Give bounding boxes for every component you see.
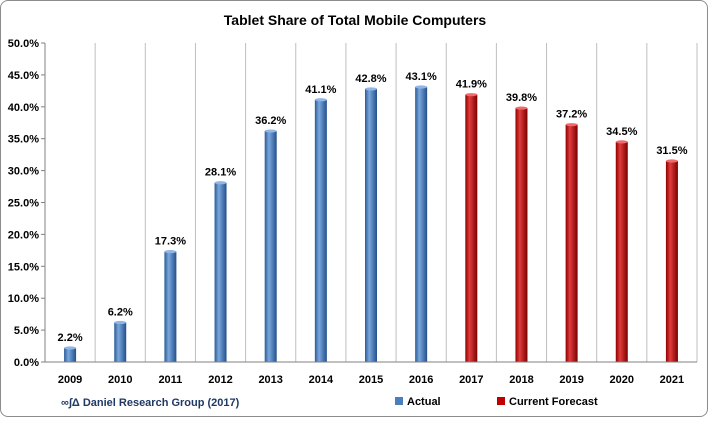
bar bbox=[214, 182, 227, 362]
source-credit: ∞∫Δ Daniel Research Group (2017) bbox=[61, 397, 240, 409]
data-label: 28.1% bbox=[205, 167, 236, 179]
y-tick-label: 10.0% bbox=[8, 293, 39, 305]
data-label: 34.5% bbox=[606, 126, 637, 138]
x-tick-label: 2019 bbox=[559, 374, 583, 386]
y-tick-label: 35.0% bbox=[8, 134, 39, 146]
x-tick-label: 2011 bbox=[158, 374, 182, 386]
y-tick-label: 25.0% bbox=[8, 198, 39, 210]
legend-label-actual: Actual bbox=[407, 396, 441, 408]
bar bbox=[465, 94, 478, 362]
axes bbox=[44, 43, 697, 363]
y-tick-label: 40.0% bbox=[8, 102, 39, 114]
bar bbox=[515, 108, 528, 363]
x-tick-label: 2016 bbox=[409, 374, 433, 386]
y-axis-ticks: 0.0% 5.0% 10.0% 15.0% 20.0% 25.0% 30.0% 35.0% 40… bbox=[8, 38, 45, 369]
bars bbox=[64, 85, 678, 363]
x-tick-label: 2017 bbox=[459, 374, 483, 386]
bar-top bbox=[64, 346, 77, 350]
data-label: 41.1% bbox=[305, 84, 336, 96]
data-label: 42.8% bbox=[355, 73, 386, 85]
bar bbox=[314, 99, 327, 363]
bar bbox=[615, 141, 628, 362]
data-label: 43.1% bbox=[406, 71, 437, 83]
bar-top bbox=[415, 85, 428, 89]
y-tick-label: 30.0% bbox=[8, 166, 39, 178]
data-label: 37.2% bbox=[556, 109, 587, 121]
bar-top bbox=[365, 87, 377, 91]
data-label: 39.8% bbox=[506, 92, 537, 104]
bar-top bbox=[515, 106, 528, 110]
bar bbox=[264, 131, 277, 362]
data-label: 17.3% bbox=[155, 236, 186, 248]
x-tick-label: 2020 bbox=[610, 374, 634, 386]
x-axis-ticks: 2009 2010 2011 2012 2013 2014 2015 2016 2017 2018… bbox=[58, 374, 684, 386]
x-tick-label: 2021 bbox=[660, 374, 684, 386]
bar bbox=[64, 347, 77, 362]
data-label: 36.2% bbox=[255, 115, 286, 127]
x-tick-label: 2013 bbox=[258, 374, 282, 386]
y-tick-label: 0.0% bbox=[14, 357, 39, 369]
bar bbox=[665, 161, 678, 362]
bar bbox=[565, 124, 578, 362]
legend: Actual Current Forecast bbox=[395, 396, 598, 408]
bar-top bbox=[465, 93, 478, 97]
bar bbox=[114, 322, 127, 362]
y-tick-label: 45.0% bbox=[8, 70, 39, 82]
x-tick-label: 2014 bbox=[309, 374, 334, 386]
bar-top bbox=[565, 123, 578, 127]
legend-swatch-actual bbox=[395, 397, 403, 405]
grid-layer bbox=[94, 43, 698, 362]
bar-top bbox=[214, 181, 227, 185]
bar-top bbox=[665, 159, 678, 163]
bar bbox=[415, 87, 428, 362]
x-tick-label: 2009 bbox=[58, 374, 82, 386]
data-label: 2.2% bbox=[58, 332, 83, 344]
legend-label-forecast: Current Forecast bbox=[509, 396, 598, 408]
y-tick-label: 15.0% bbox=[8, 261, 39, 273]
y-tick-label: 50.0% bbox=[8, 38, 39, 50]
chart-title: Tablet Share of Total Mobile Computers bbox=[224, 12, 487, 28]
bar-top bbox=[615, 140, 628, 144]
bar bbox=[365, 88, 377, 362]
y-tick-label: 5.0% bbox=[14, 325, 39, 337]
x-tick-label: 2018 bbox=[509, 374, 533, 386]
bar-top bbox=[264, 129, 277, 133]
data-label: 6.2% bbox=[108, 306, 133, 318]
x-tick-label: 2015 bbox=[359, 374, 383, 386]
bar-top bbox=[114, 320, 127, 325]
bar-top bbox=[314, 98, 327, 102]
x-tick-label: 2012 bbox=[208, 374, 232, 386]
y-tick-label: 20.0% bbox=[8, 229, 39, 241]
data-label: 31.5% bbox=[656, 145, 687, 157]
x-tick-label: 2010 bbox=[108, 374, 132, 386]
legend-swatch-forecast bbox=[497, 397, 505, 405]
data-label: 41.9% bbox=[456, 79, 487, 91]
bar bbox=[164, 251, 177, 362]
bar-labels: 2.2% 6.2% 17.3% 28.1% 36.2% 41.1% 42.8% 43.1% 41… bbox=[58, 71, 688, 344]
bar-top bbox=[164, 250, 177, 254]
